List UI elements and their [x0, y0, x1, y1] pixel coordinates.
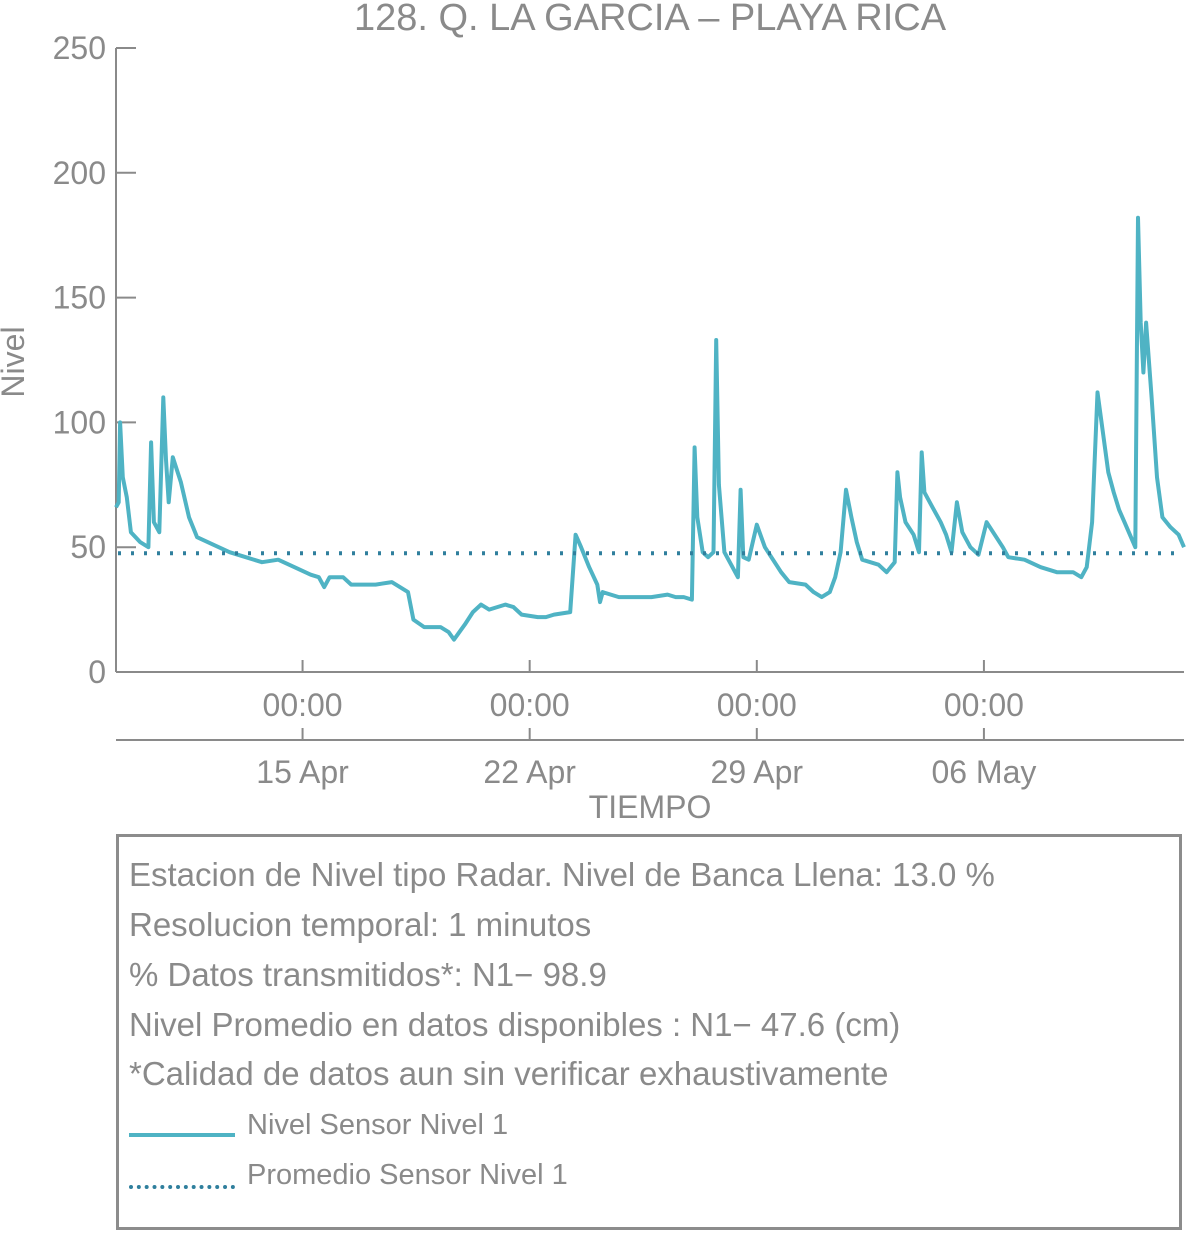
y-axis-label: Nivel	[0, 326, 31, 397]
x-tick-date-label: 15 Apr	[256, 754, 349, 790]
legend-swatch-dotted	[129, 1185, 235, 1189]
x-axis-label: TIEMPO	[589, 789, 712, 825]
series-layer	[114, 215, 1186, 642]
x-axis-ticks: 00:00 15 Apr 00:00 22 Apr 00:00 29 Apr 00:00 06…	[256, 660, 1036, 790]
info-line-average: Nivel Promedio en datos disponibles : N1…	[129, 1006, 901, 1043]
legend-label-nivel: Nivel Sensor Nivel 1	[247, 1109, 509, 1141]
x-tick-date-label: 29 Apr	[711, 754, 804, 790]
y-tick-label: 250	[53, 30, 106, 66]
legend-swatch-solid	[129, 1133, 235, 1137]
legend-label-promedio: Promedio Sensor Nivel 1	[247, 1159, 568, 1191]
chart-title: 128. Q. LA GARCIA – PLAYA RICA	[354, 0, 947, 39]
axes	[115, 48, 1184, 741]
y-tick-label: 150	[53, 280, 106, 316]
y-tick-label: 100	[53, 404, 106, 440]
info-line-transmitted: % Datos transmitidos*: N1− 98.9	[129, 956, 607, 993]
info-line-quality: *Calidad de datos aun sin verificar exha…	[129, 1055, 889, 1092]
info-box: Estacion de Nivel tipo Radar. Nivel de B…	[116, 834, 1182, 1230]
y-tick-label: 0	[88, 654, 106, 690]
info-line-station: Estacion de Nivel tipo Radar. Nivel de B…	[129, 856, 995, 893]
chart: 128. Q. LA GARCIA – PLAYA RICA Nivel TIE…	[0, 0, 1186, 825]
series-line-nivel	[114, 215, 1186, 642]
x-tick-time-label: 00:00	[717, 687, 797, 723]
y-tick-label: 50	[70, 529, 106, 565]
y-axis-ticks: 0 50 100 150 200 250	[53, 30, 136, 690]
x-tick-date-label: 06 May	[931, 754, 1036, 790]
y-tick-label: 200	[53, 155, 106, 191]
x-tick-time-label: 00:00	[944, 687, 1024, 723]
x-tick-time-label: 00:00	[490, 687, 570, 723]
x-tick-time-label: 00:00	[263, 687, 343, 723]
x-tick-date-label: 22 Apr	[483, 754, 576, 790]
info-line-resolution: Resolucion temporal: 1 minutos	[129, 906, 592, 943]
